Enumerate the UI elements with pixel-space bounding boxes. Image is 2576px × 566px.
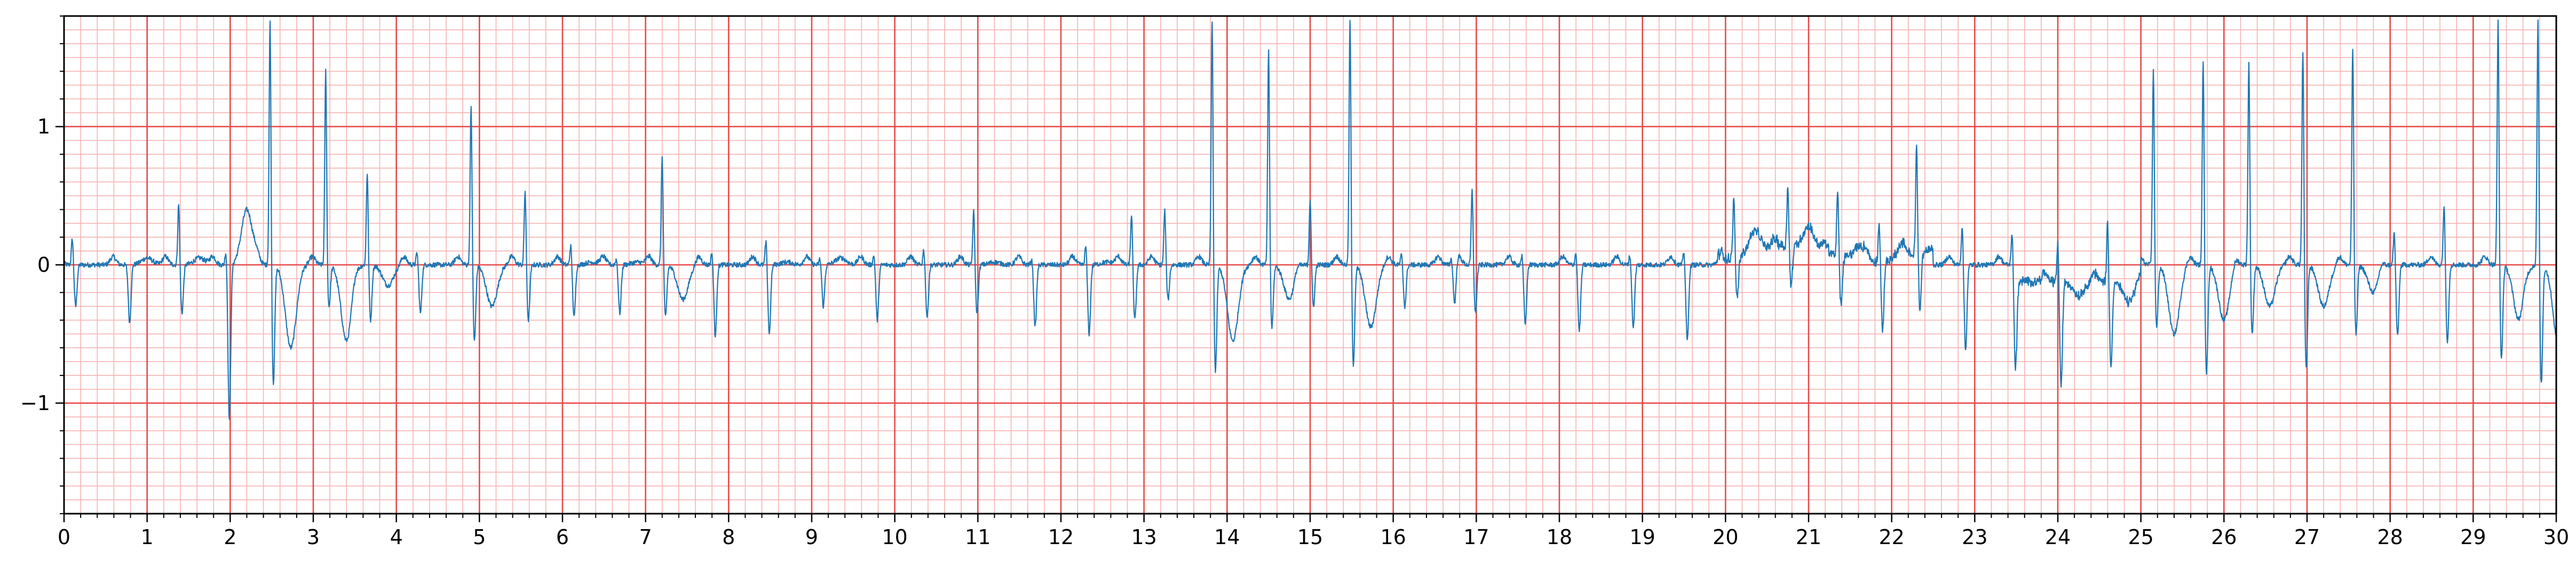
ecg-signal-line xyxy=(63,19,2557,420)
x-tick-label: 25 xyxy=(2128,525,2153,549)
x-tick-label: 9 xyxy=(805,525,818,549)
x-tick-label: 8 xyxy=(722,525,735,549)
major-grid xyxy=(63,16,2557,514)
x-tick-label: 13 xyxy=(1131,525,1156,549)
x-tick-label: 20 xyxy=(1713,525,1738,549)
x-tick-label: 28 xyxy=(2377,525,2403,549)
x-tick-label: 2 xyxy=(224,525,236,549)
y-tick-label: 0 xyxy=(37,253,50,277)
x-tick-label: 18 xyxy=(1547,525,1572,549)
x-tick-label: 5 xyxy=(473,525,486,549)
x-tick-label: 27 xyxy=(2294,525,2320,549)
x-tick-label: 6 xyxy=(556,525,569,549)
x-tick-label: 14 xyxy=(1214,525,1240,549)
ecg-series xyxy=(63,19,2557,420)
x-tick-label: 30 xyxy=(2543,525,2569,549)
x-tick-label: 29 xyxy=(2460,525,2486,549)
y-tick-label: 1 xyxy=(37,115,50,138)
x-tick-label: 23 xyxy=(1962,525,1987,549)
x-tick-label: 4 xyxy=(390,525,403,549)
x-tick-label: 21 xyxy=(1796,525,1821,549)
x-tick-label: 19 xyxy=(1629,525,1655,549)
x-tick-label: 12 xyxy=(1048,525,1074,549)
x-tick-label: 24 xyxy=(2045,525,2071,549)
x-tick-label: 16 xyxy=(1380,525,1406,549)
x-axis-ticks: 0 1 2 3 4 5 6 7 8 9 10 11 12 13 14 15 16 17 18 19 20 21 22 23 24… xyxy=(58,514,2569,549)
x-tick-label: 3 xyxy=(307,525,320,549)
x-tick-label: 17 xyxy=(1463,525,1489,549)
x-tick-label: 11 xyxy=(965,525,990,549)
x-tick-label: 26 xyxy=(2211,525,2237,549)
x-tick-label: 15 xyxy=(1297,525,1323,549)
x-tick-label: 7 xyxy=(639,525,652,549)
y-axis-ticks: −1 0 1 xyxy=(20,15,64,514)
x-tick-label: 1 xyxy=(141,525,154,549)
x-tick-label: 10 xyxy=(882,525,907,549)
x-tick-label: 0 xyxy=(58,525,70,549)
y-tick-label: −1 xyxy=(20,391,50,415)
x-tick-label: 22 xyxy=(1879,525,1904,549)
